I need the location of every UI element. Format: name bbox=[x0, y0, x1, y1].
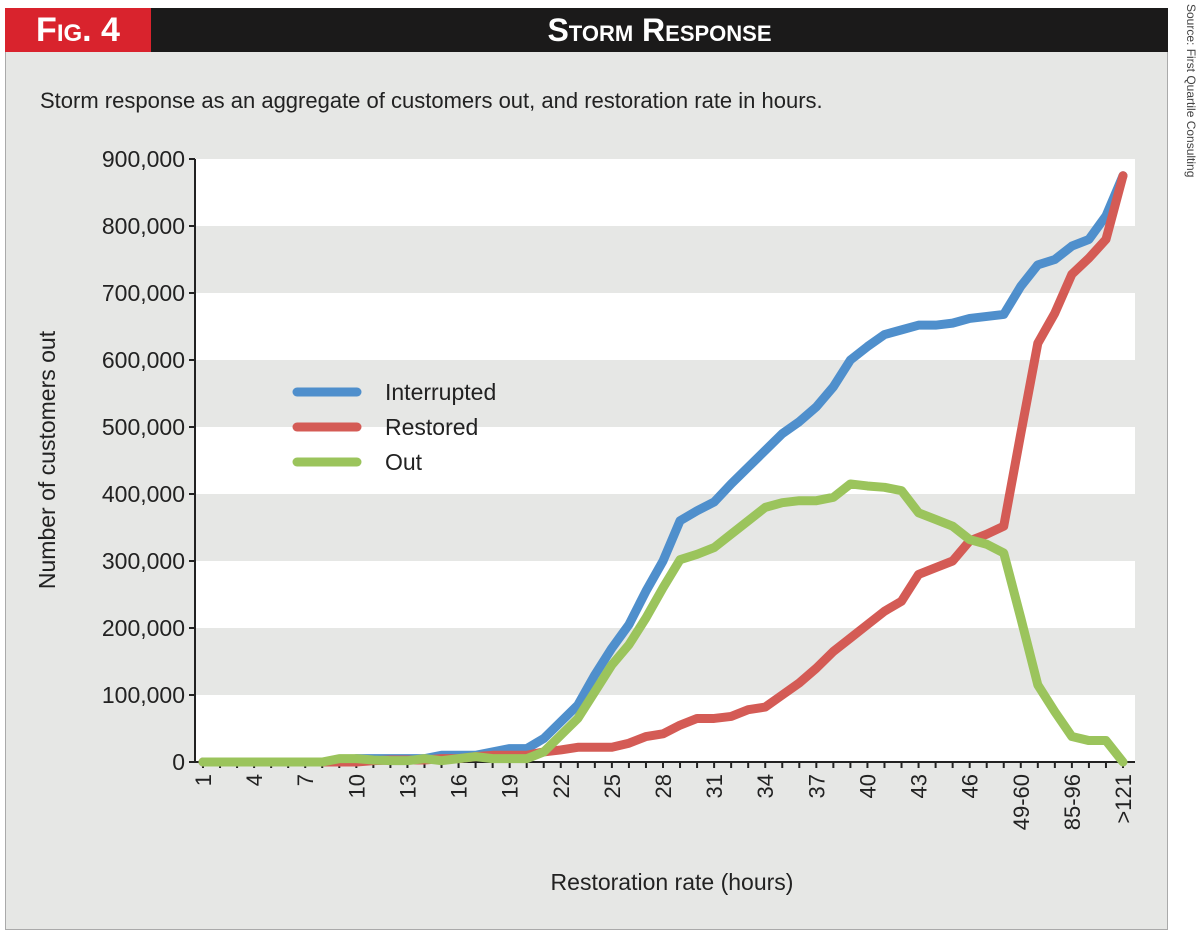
x-tick-label: 28 bbox=[651, 774, 676, 798]
figure-number-label: Fig. 4 bbox=[5, 8, 151, 52]
grid-band bbox=[195, 159, 1135, 226]
x-tick-label: 31 bbox=[702, 774, 727, 798]
y-tick-label: 600,000 bbox=[102, 347, 185, 373]
x-tick-label: 25 bbox=[600, 774, 625, 798]
y-tick-label: 0 bbox=[172, 749, 185, 775]
figure-title: Storm Response bbox=[151, 8, 1168, 52]
x-tick-label: 49-60 bbox=[1009, 774, 1034, 830]
legend-label: Restored bbox=[385, 414, 478, 440]
y-axis-label: Number of customers out bbox=[34, 330, 60, 589]
legend-label: Out bbox=[385, 449, 423, 475]
x-tick-label: 22 bbox=[549, 774, 574, 798]
x-tick-label: 34 bbox=[753, 774, 778, 798]
grid-band bbox=[195, 226, 1135, 293]
y-tick-label: 200,000 bbox=[102, 615, 185, 641]
x-tick-label: 4 bbox=[242, 774, 267, 786]
x-tick-label: 37 bbox=[804, 774, 829, 798]
grid-band bbox=[195, 561, 1135, 628]
x-axis-label: Restoration rate (hours) bbox=[551, 869, 794, 895]
x-tick-label: 46 bbox=[958, 774, 983, 798]
chart-subtitle: Storm response as an aggregate of custom… bbox=[40, 88, 823, 113]
x-tick-label: 43 bbox=[907, 774, 932, 798]
y-tick-label: 500,000 bbox=[102, 414, 185, 440]
x-tick-label: 19 bbox=[498, 774, 523, 798]
y-tick-label: 400,000 bbox=[102, 481, 185, 507]
grid-band bbox=[195, 628, 1135, 695]
grid-band bbox=[195, 293, 1135, 360]
y-tick-label: 100,000 bbox=[102, 682, 185, 708]
x-tick-label: 1 bbox=[191, 774, 216, 786]
x-tick-label: >121 bbox=[1111, 774, 1136, 824]
x-tick-label: 85-96 bbox=[1060, 774, 1085, 830]
x-tick-label: 40 bbox=[855, 774, 880, 798]
y-tick-label: 700,000 bbox=[102, 280, 185, 306]
y-tick-label: 800,000 bbox=[102, 213, 185, 239]
x-tick-label: 16 bbox=[447, 774, 472, 798]
x-tick-label: 7 bbox=[293, 774, 318, 786]
x-tick-label: 13 bbox=[395, 774, 420, 798]
x-tick-label: 10 bbox=[344, 774, 369, 798]
legend-label: Interrupted bbox=[385, 379, 496, 405]
y-tick-label: 900,000 bbox=[102, 146, 185, 172]
y-tick-label: 300,000 bbox=[102, 548, 185, 574]
